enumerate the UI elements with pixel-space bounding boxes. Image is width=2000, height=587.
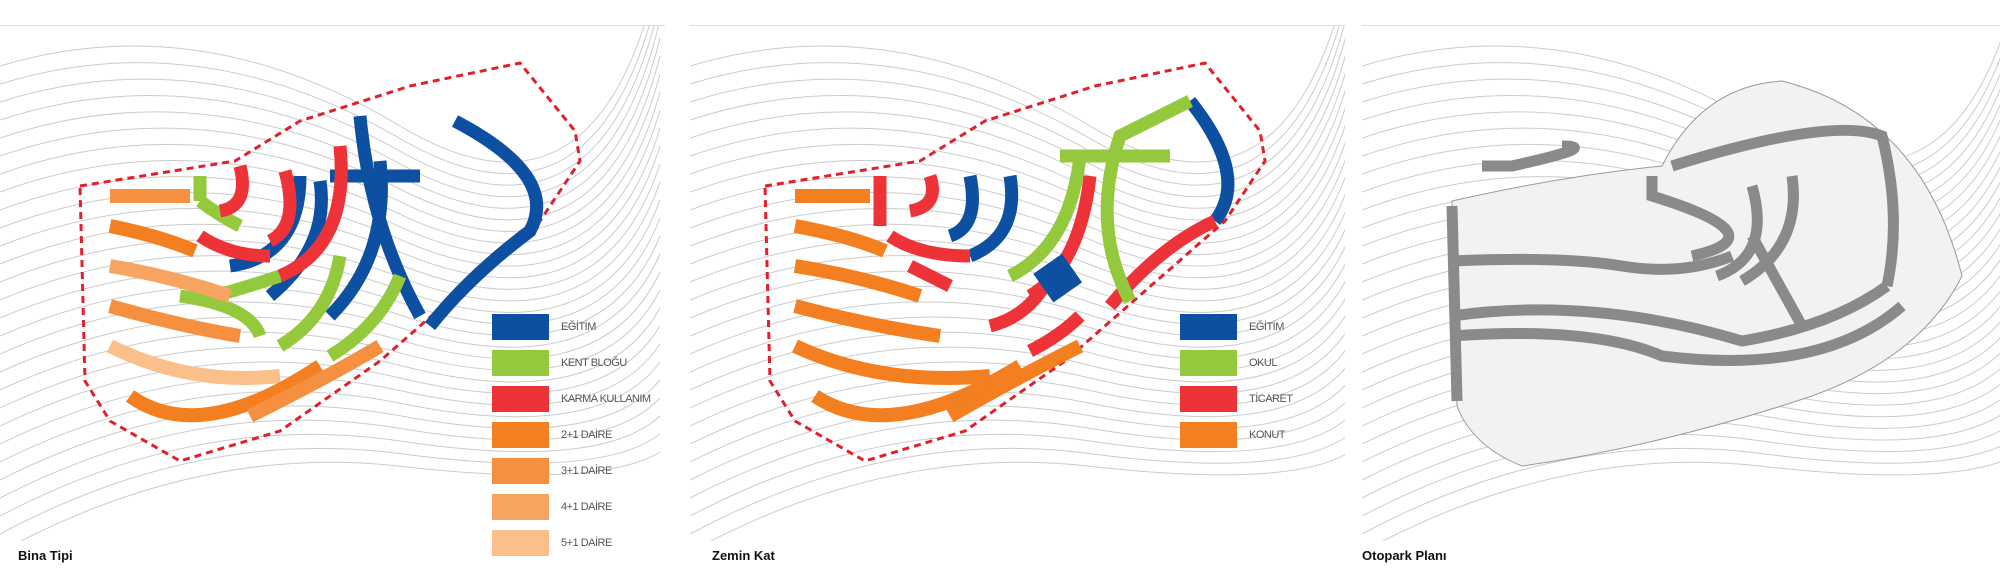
contour-line <box>0 26 659 198</box>
legend-swatch <box>1180 350 1237 376</box>
contour-line <box>0 26 645 163</box>
legend-label: EĞİTİM <box>561 321 596 333</box>
contour-line <box>690 26 1335 163</box>
legend-swatch <box>492 422 549 448</box>
legend-swatch <box>492 386 549 412</box>
contour-line <box>0 397 661 499</box>
legend-item: KARMA KULLANIM <box>492 381 651 417</box>
legend-label: KARMA KULLANIM <box>561 393 651 405</box>
contour-line <box>690 315 1345 409</box>
contour-line <box>690 332 1345 427</box>
legend-label: 2+1 DAİRE <box>561 429 612 441</box>
contour-line <box>0 145 661 279</box>
contour-line <box>0 235 661 337</box>
contour-line <box>690 26 1340 174</box>
contour-line <box>690 89 1345 232</box>
contour-line <box>19 451 661 541</box>
contour-line <box>0 307 661 409</box>
legend-label: 5+1 DAİRE <box>561 537 612 549</box>
contour-line <box>690 245 1345 337</box>
legend-item: 4+1 DAİRE <box>492 489 651 525</box>
contour-line <box>1362 430 2000 517</box>
contour-line <box>690 228 1345 325</box>
contour-line <box>0 415 661 517</box>
legend-item: KENT BLOĞU <box>492 345 651 381</box>
contour-line <box>690 26 1345 186</box>
legend-zemin-kat: EĞİTİM OKUL TİCARET KONUT <box>1180 309 1293 453</box>
legend-swatch <box>492 530 549 556</box>
site-plan-ground-floor <box>690 26 1345 541</box>
legend-swatch <box>492 458 549 484</box>
contour-line <box>690 384 1345 481</box>
contour-line <box>0 217 661 325</box>
legend-swatch <box>492 350 549 376</box>
contour-line <box>0 361 661 463</box>
contour-line <box>0 325 661 427</box>
contour-line <box>0 91 661 244</box>
caption-bina-tipi: Bina Tipi <box>18 548 73 563</box>
legend-bina-tipi: EĞİTİM KENT BLOĞU KARMA KULLANIM 2+1 DAİ… <box>492 309 651 561</box>
contour-line <box>0 37 661 209</box>
legend-item: 2+1 DAİRE <box>492 417 651 453</box>
legend-label: TİCARET <box>1249 393 1293 405</box>
legend-item: 3+1 DAİRE <box>492 453 651 489</box>
contour-line <box>0 343 661 445</box>
caption-zemin-kat: Zemin Kat <box>712 548 775 563</box>
contour-line <box>690 54 1345 209</box>
contour-line <box>690 349 1345 445</box>
contour-line <box>690 193 1345 302</box>
panel-bina-tipi: EĞİTİM KENT BLOĞU KARMA KULLANIM 2+1 DAİ… <box>0 25 665 556</box>
contour-line <box>690 402 1345 499</box>
legend-label: KENT BLOĞU <box>561 357 627 369</box>
contour-line <box>1362 445 2000 535</box>
contour-line <box>1362 414 2000 499</box>
contour-line <box>690 419 1345 517</box>
site-plan-parking <box>1362 41 2000 541</box>
contour-line <box>0 109 661 256</box>
panel-zemin-kat: EĞİTİM OKUL TİCARET KONUT <box>690 25 1345 541</box>
legend-item: EĞİTİM <box>1180 309 1293 345</box>
legend-label: EĞİTİM <box>1249 321 1284 333</box>
legend-item: EĞİTİM <box>492 309 651 345</box>
legend-item: OKUL <box>1180 345 1293 381</box>
legend-swatch <box>1180 314 1237 340</box>
contour-line <box>0 271 661 373</box>
contour-line <box>0 55 661 221</box>
site-plan-building-type <box>0 26 661 541</box>
contour-line <box>0 26 655 186</box>
legend-item: KONUT <box>1180 417 1293 453</box>
contour-line <box>0 73 661 232</box>
panel-otopark-plani <box>1362 25 2000 541</box>
contour-line <box>709 454 1345 541</box>
contour-line <box>690 124 1345 256</box>
contour-line <box>0 379 661 481</box>
contour-line <box>690 367 1345 463</box>
legend-label: 3+1 DAİRE <box>561 465 612 477</box>
legend-label: OKUL <box>1249 357 1277 369</box>
legend-label: KONUT <box>1249 429 1286 441</box>
contour-line <box>0 26 650 174</box>
legend-swatch <box>1180 386 1237 412</box>
contour-line <box>1381 461 2000 541</box>
legend-label: 4+1 DAİRE <box>561 501 612 513</box>
legend-item: 5+1 DAİRE <box>492 525 651 561</box>
caption-otopark-plani: Otopark Planı <box>1362 548 1447 563</box>
legend-swatch <box>1180 422 1237 448</box>
contour-line <box>690 37 1345 198</box>
legend-item: TİCARET <box>1180 381 1293 417</box>
contour-line <box>690 106 1345 244</box>
legend-swatch <box>492 314 549 340</box>
contour-line <box>690 280 1345 373</box>
contour-line <box>690 158 1345 279</box>
contour-line <box>690 436 1345 535</box>
legend-swatch <box>492 494 549 520</box>
contour-line <box>0 433 661 535</box>
